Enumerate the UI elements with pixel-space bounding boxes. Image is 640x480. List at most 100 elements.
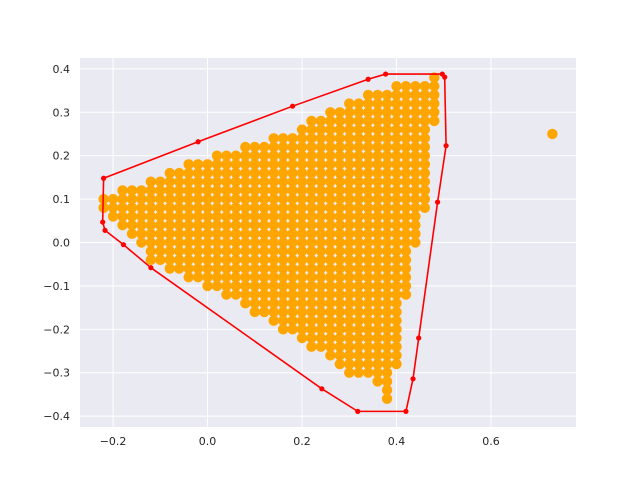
scatter-point: [277, 306, 289, 318]
scatter-point: [381, 263, 393, 274]
scatter-point: [249, 237, 260, 248]
scatter-point: [315, 298, 327, 309]
scatter-point: [410, 185, 421, 196]
scatter-point: [344, 141, 355, 153]
scatter-point: [183, 176, 194, 187]
scatter-point: [362, 176, 374, 187]
scatter-point: [391, 358, 402, 370]
scatter-point: [136, 193, 147, 205]
scatter-point: [145, 185, 157, 196]
scatter-point: [381, 272, 393, 283]
scatter-point: [240, 176, 251, 187]
scatter-point: [353, 254, 364, 266]
scatter-point: [183, 159, 194, 170]
scatter-point: [334, 272, 346, 283]
scatter-point: [353, 167, 364, 179]
scatter-point: [296, 159, 308, 170]
scatter-point: [410, 228, 421, 240]
scatter-point: [296, 150, 308, 161]
scatter-point: [325, 115, 336, 127]
scatter-point: [306, 332, 317, 344]
scatter-point: [230, 263, 242, 274]
scatter-point: [372, 358, 383, 370]
scatter-point: [410, 167, 421, 179]
scatter-point: [391, 289, 402, 300]
scatter-point: [306, 219, 317, 231]
scatter-point: [325, 124, 336, 135]
scatter-point: [419, 159, 431, 170]
scatter-point: [259, 298, 270, 309]
scatter-point: [325, 315, 336, 326]
scatter-point: [362, 141, 374, 153]
scatter-point: [268, 176, 279, 187]
scatter-point: [221, 150, 232, 161]
scatter-point: [381, 193, 393, 205]
y-tick-label: −0.3: [43, 367, 70, 380]
scatter-point: [391, 272, 402, 283]
scatter-point: [268, 228, 279, 240]
scatter-point: [429, 89, 440, 101]
scatter-point: [410, 202, 421, 213]
scatter-point: [306, 159, 317, 170]
scatter-point: [202, 211, 213, 222]
scatter-point: [429, 98, 440, 109]
scatter-point: [372, 254, 383, 266]
scatter-point: [268, 298, 279, 309]
scatter-point: [334, 133, 346, 144]
scatter-point: [362, 324, 374, 335]
scatter-point: [259, 211, 270, 222]
scatter-point: [372, 89, 383, 101]
scatter-point: [230, 167, 242, 179]
scatter-point: [391, 341, 402, 352]
scatter-point: [381, 280, 393, 292]
scatter-point: [400, 89, 412, 101]
scatter-point: [230, 176, 242, 187]
scatter-point: [211, 228, 223, 240]
hull-vertex: [101, 175, 107, 181]
scatter-point: [221, 245, 232, 257]
scatter-point: [155, 237, 166, 248]
hull-vertex: [410, 376, 416, 382]
scatter-point: [287, 228, 298, 240]
scatter-point: [315, 315, 327, 326]
scatter-point: [391, 98, 402, 109]
scatter-point: [230, 289, 242, 300]
scatter-point: [192, 272, 204, 283]
scatter-point: [381, 202, 393, 213]
scatter-point: [287, 272, 298, 283]
x-tick-label: 0.4: [388, 435, 406, 448]
scatter-point: [287, 202, 298, 213]
scatter-point: [325, 185, 336, 196]
scatter-point: [126, 228, 138, 240]
scatter-point: [353, 272, 364, 283]
scatter-point: [325, 254, 336, 266]
scatter-point: [400, 167, 412, 179]
scatter-point: [306, 254, 317, 266]
scatter-point: [419, 193, 431, 205]
scatter-point: [230, 193, 242, 205]
scatter-point: [325, 141, 336, 153]
scatter-point: [400, 115, 412, 127]
scatter-point: [306, 193, 317, 205]
scatter-point: [344, 298, 355, 309]
scatter-point: [353, 107, 364, 118]
scatter-point: [249, 254, 260, 266]
y-tick-label: 0.1: [53, 193, 71, 206]
scatter-point: [221, 228, 232, 240]
scatter-point: [145, 211, 157, 222]
scatter-point: [192, 167, 204, 179]
scatter-point: [230, 211, 242, 222]
scatter-point: [145, 193, 157, 205]
scatter-point: [211, 272, 223, 283]
scatter-point: [372, 237, 383, 248]
scatter-point: [296, 124, 308, 135]
scatter-point: [344, 107, 355, 118]
scatter-point: [400, 272, 412, 283]
scatter-point: [353, 202, 364, 213]
scatter-point: [249, 228, 260, 240]
scatter-point: [362, 332, 374, 344]
scatter-point: [362, 272, 374, 283]
scatter-point: [183, 211, 194, 222]
scatter-point: [268, 254, 279, 266]
scatter-point: [277, 133, 289, 144]
